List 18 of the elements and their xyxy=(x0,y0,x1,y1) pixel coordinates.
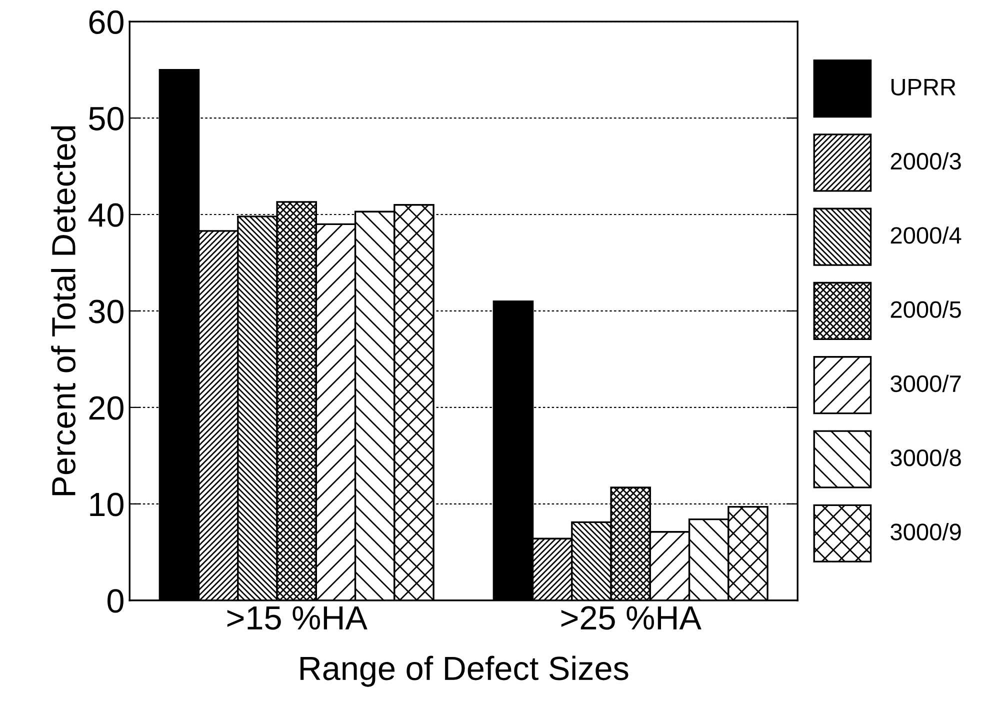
y-tick-label: 10 xyxy=(90,492,124,516)
y-tick-label: 0 xyxy=(108,589,124,613)
x-tick-label: >25 %HA xyxy=(561,606,702,630)
y-tick-label: 20 xyxy=(89,396,124,420)
x-axis-title: Range of Defect Sizes xyxy=(300,656,628,687)
legend-label: 3000/9 xyxy=(890,523,961,540)
legend-label: 2000/5 xyxy=(890,300,961,318)
x-tick-label: >15 %HA xyxy=(227,606,368,630)
legend-label: 3000/8 xyxy=(890,448,961,466)
y-tick-label: 60 xyxy=(89,10,124,34)
legend-label: 3000/7 xyxy=(890,374,961,392)
legend-label: 2000/3 xyxy=(890,152,961,170)
legend-label: UPRR xyxy=(892,79,956,96)
y-tick-label: 40 xyxy=(88,203,124,227)
legend-label: 2000/4 xyxy=(890,226,962,244)
y-axis-title: Percent of Total Detected xyxy=(51,126,76,496)
y-tick-label: 30 xyxy=(88,300,124,324)
y-tick-label: 50 xyxy=(89,106,124,130)
